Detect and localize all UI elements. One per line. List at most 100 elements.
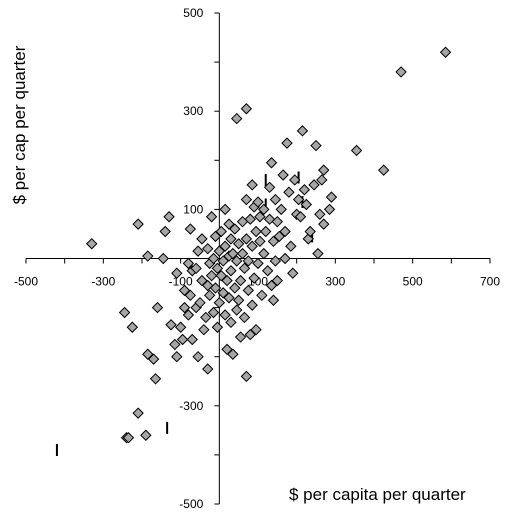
- y-axis-title: $ per cap per quarter: [10, 45, 29, 204]
- data-point: [132, 407, 144, 419]
- data-point: [271, 215, 284, 228]
- data-point: [234, 331, 247, 343]
- y-tick-label: 300: [183, 104, 203, 118]
- data-point: [219, 309, 231, 321]
- data-point: [261, 265, 274, 277]
- data-point: [205, 269, 218, 282]
- data-point: [265, 279, 278, 292]
- data-point: [248, 272, 260, 284]
- data-point: [202, 363, 214, 375]
- data-point: [221, 343, 233, 356]
- data-point: [142, 250, 154, 262]
- data-point: [174, 321, 187, 333]
- data-point: [294, 211, 307, 223]
- data-point: [254, 211, 266, 223]
- data-point: [207, 306, 220, 319]
- data-point: [151, 301, 164, 314]
- data-point: [231, 255, 243, 267]
- data-point: [325, 191, 338, 203]
- data-point: [178, 301, 191, 314]
- data-point: [267, 294, 280, 306]
- data-point: [377, 164, 390, 176]
- data-point: [269, 255, 282, 267]
- data-point: [242, 255, 255, 267]
- data-point: [289, 174, 301, 186]
- data-point: [275, 203, 287, 216]
- data-point: [265, 157, 278, 169]
- data-point: [279, 225, 291, 238]
- data-point: [223, 218, 235, 230]
- data-point: [240, 103, 253, 115]
- data-point: [350, 144, 363, 157]
- data-point: [196, 233, 208, 245]
- data-point: [221, 274, 233, 287]
- data-point: [169, 338, 181, 351]
- y-tick-label: 500: [183, 6, 203, 20]
- data-point: [217, 255, 229, 267]
- tick-labels: -500 -300 -100 100 300 500 700-500-30010030050…: [14, 6, 500, 511]
- data-point: [132, 218, 144, 230]
- data-point: [225, 265, 237, 277]
- y-tick-label: 100: [183, 202, 203, 216]
- data-point: [312, 247, 324, 260]
- data-points: [86, 46, 452, 444]
- data-point: [198, 323, 210, 336]
- data-point: [231, 112, 243, 125]
- data-point: [244, 328, 256, 341]
- data-point: [126, 321, 139, 333]
- data-point: [159, 225, 171, 238]
- data-point: [240, 370, 253, 383]
- data-point: [308, 179, 320, 191]
- data-point: [122, 432, 135, 444]
- data-point: [229, 282, 241, 294]
- data-point: [232, 238, 245, 250]
- data-point: [211, 321, 224, 333]
- x-tick-label: -500: [14, 275, 38, 289]
- data-point: [316, 174, 328, 186]
- data-point: [252, 257, 264, 270]
- data-point: [296, 125, 309, 137]
- data-point: [165, 319, 177, 331]
- data-point: [213, 296, 226, 309]
- data-point: [238, 262, 251, 275]
- data-point: [203, 289, 216, 302]
- data-point: [86, 238, 98, 250]
- data-point: [182, 309, 195, 321]
- data-point: [186, 333, 198, 346]
- data-point: [171, 350, 183, 363]
- data-point: [246, 240, 258, 252]
- data-point: [192, 245, 204, 257]
- data-point: [285, 240, 297, 252]
- data-point: [318, 218, 330, 230]
- data-point: [287, 267, 299, 279]
- data-point: [254, 235, 266, 248]
- data-point: [256, 289, 268, 302]
- data-point: [182, 257, 195, 270]
- y-tick-label: -500: [179, 497, 203, 511]
- data-point: [232, 294, 245, 306]
- data-point: [217, 287, 229, 299]
- data-point: [192, 350, 204, 363]
- data-point: [242, 284, 255, 297]
- data-point: [318, 164, 330, 176]
- data-point: [263, 181, 276, 194]
- data-point: [238, 311, 251, 324]
- data-point: [252, 196, 264, 208]
- data-point: [142, 348, 154, 360]
- data-point: [310, 139, 322, 152]
- data-point: [300, 198, 313, 211]
- data-point: [223, 292, 235, 304]
- data-point: [234, 274, 247, 287]
- data-point: [184, 223, 197, 235]
- data-point: [163, 211, 175, 223]
- data-point: [147, 353, 160, 365]
- data-point: [260, 225, 272, 238]
- data-point: [258, 203, 270, 216]
- data-point: [149, 373, 162, 385]
- data-point: [209, 282, 222, 294]
- data-point: [250, 225, 262, 238]
- data-point: [244, 213, 256, 225]
- data-point: [298, 184, 311, 196]
- data-point: [227, 247, 239, 260]
